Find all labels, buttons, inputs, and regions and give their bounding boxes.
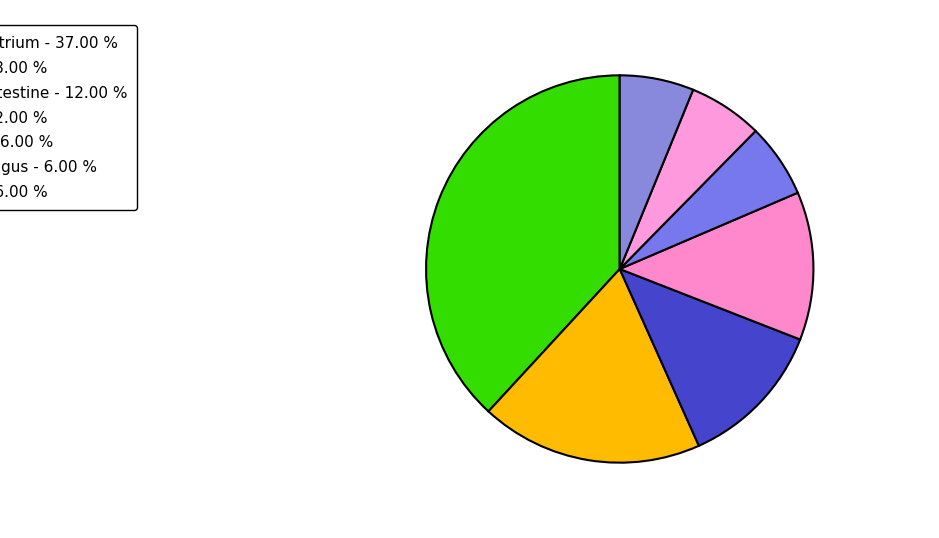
Wedge shape [620, 90, 756, 269]
Wedge shape [426, 75, 620, 412]
Wedge shape [620, 131, 798, 269]
Wedge shape [620, 193, 813, 339]
Legend: endometrium - 37.00 %, lung - 18.00 %, large_intestine - 12.00 %, liver - 12.00 : endometrium - 37.00 %, lung - 18.00 %, l… [0, 25, 137, 210]
Wedge shape [620, 75, 693, 269]
Wedge shape [488, 269, 699, 463]
Wedge shape [620, 269, 800, 446]
